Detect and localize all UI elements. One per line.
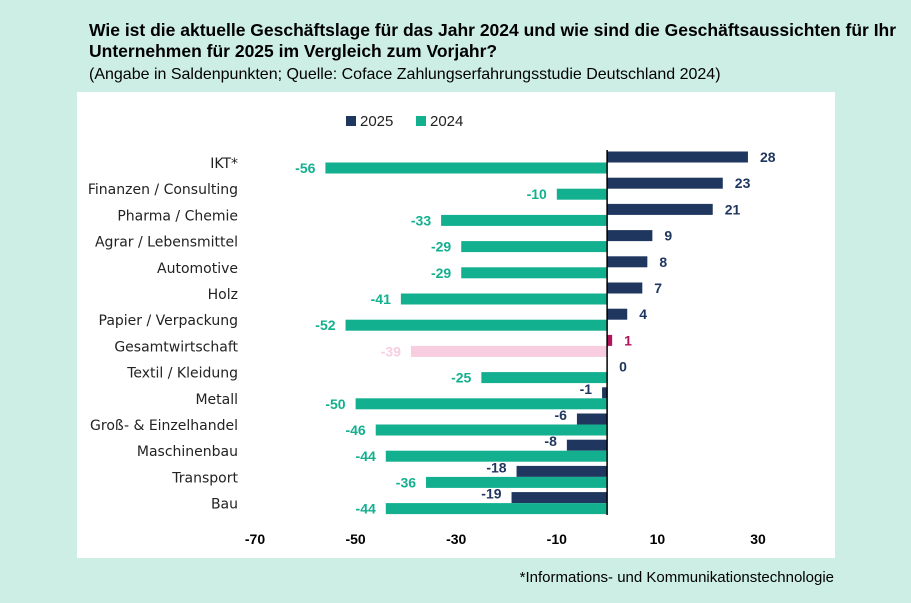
data-label-2025: 21 — [725, 201, 741, 217]
data-label-2024: -44 — [356, 501, 376, 517]
bar-2024 — [461, 241, 608, 253]
bar-2024 — [375, 424, 608, 436]
bar-2024 — [385, 450, 608, 462]
bar-2024 — [410, 345, 608, 357]
data-label-2024: -50 — [325, 396, 345, 412]
legend-label-2024: 2024 — [430, 113, 463, 130]
category-label: Textil / Kleidung — [126, 366, 238, 382]
data-label-2024: -25 — [451, 370, 471, 386]
data-label-2024: -36 — [396, 474, 416, 490]
bar-2025 — [516, 465, 608, 477]
category-label: IKT* — [210, 156, 238, 172]
data-label-2025: 9 — [664, 228, 672, 244]
category-label: Papier / Verpackung — [99, 313, 239, 329]
bar-2024 — [426, 476, 608, 488]
x-tick-label: -70 — [245, 531, 265, 547]
data-label-2024: -10 — [527, 186, 547, 202]
legend-swatch-2025 — [346, 116, 356, 126]
data-label-2025: 8 — [659, 254, 667, 270]
data-label-2024: -29 — [431, 265, 451, 281]
data-label-2025: 7 — [654, 280, 662, 296]
bar-2025 — [607, 151, 748, 163]
bar-2024 — [556, 188, 608, 200]
x-tick-label: 30 — [750, 531, 766, 547]
category-label: Pharma / Chemie — [117, 208, 238, 224]
data-label-2025: -19 — [481, 486, 501, 502]
bar-2025 — [607, 282, 643, 294]
category-label: Finanzen / Consulting — [88, 182, 238, 198]
x-tick-label: -10 — [547, 531, 567, 547]
category-label: Transport — [171, 470, 238, 486]
x-tick-label: -50 — [345, 531, 365, 547]
category-label: Metall — [195, 392, 238, 408]
bar-2025 — [566, 439, 608, 451]
bar-2025 — [607, 308, 628, 320]
bar-2024 — [461, 267, 608, 279]
bar-2024 — [355, 398, 608, 410]
data-label-2025: 1 — [624, 332, 632, 348]
data-label-2025: -1 — [580, 381, 593, 397]
bar-2025 — [576, 413, 608, 425]
data-label-2024: -41 — [371, 291, 391, 307]
data-label-2024: -46 — [345, 422, 365, 438]
x-tick-label: 10 — [650, 531, 666, 547]
bar-2025 — [607, 334, 613, 346]
category-label: Bau — [211, 497, 238, 513]
category-label: Holz — [208, 287, 238, 303]
bar-2024 — [325, 162, 608, 174]
footnote: *Informations- und Kommunikationstechnol… — [519, 569, 834, 586]
category-label: Automotive — [157, 261, 238, 277]
data-label-2025: 28 — [760, 149, 776, 165]
category-label: Gesamtwirtschaft — [114, 339, 238, 355]
legend-label-2025: 2025 — [360, 113, 393, 130]
bar-2025 — [607, 230, 653, 242]
bar-2024 — [441, 214, 608, 226]
data-label-2025: -8 — [544, 433, 557, 449]
legend-swatch-2024 — [416, 116, 426, 126]
category-label: Maschinenbau — [137, 444, 238, 460]
bar-2024 — [481, 372, 608, 384]
x-tick-label: -30 — [446, 531, 466, 547]
bar-2024 — [385, 503, 608, 515]
bar-2024 — [400, 293, 608, 305]
data-label-2024: -33 — [411, 212, 431, 228]
chart-subtitle: (Angabe in Saldenpunkten; Quelle: Coface… — [89, 66, 721, 83]
data-label-2024: -52 — [315, 317, 335, 333]
data-label-2025: 23 — [735, 175, 751, 191]
category-label: Agrar / Lebensmittel — [95, 235, 238, 251]
data-label-2025: -18 — [486, 459, 506, 475]
category-label: Groß- & Einzelhandel — [90, 418, 238, 434]
bar-2025 — [511, 492, 608, 504]
data-label-2024: -56 — [295, 160, 315, 176]
chart-title: Wie ist die aktuelle Geschäftslage für d… — [89, 20, 897, 61]
data-label-2025: 0 — [619, 359, 627, 375]
bar-2025 — [602, 387, 608, 399]
data-label-2025: -6 — [554, 407, 567, 423]
data-label-2024: -29 — [431, 239, 451, 255]
data-label-2024: -44 — [356, 448, 376, 464]
bar-2025 — [607, 203, 713, 215]
bar-2025 — [607, 256, 648, 268]
data-label-2024: -39 — [381, 343, 401, 359]
data-label-2025: 4 — [639, 306, 647, 322]
bar-2025 — [607, 177, 723, 189]
bar-2024 — [345, 319, 608, 331]
